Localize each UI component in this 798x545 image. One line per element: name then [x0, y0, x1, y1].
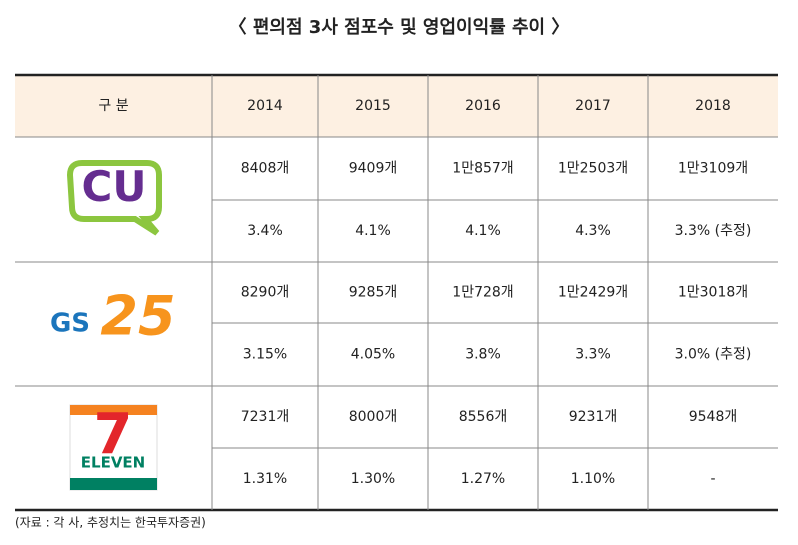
logo-text: ELEVEN	[81, 454, 145, 472]
cell: 1.10%	[571, 471, 615, 487]
cell: 3.4%	[247, 223, 283, 239]
logo-text: GS	[50, 309, 90, 339]
cell: 1만2429개	[558, 285, 628, 301]
footnote: (자료 : 각 사, 추정치는 한국투자증권)	[15, 516, 206, 530]
cell: 1만857개	[452, 161, 513, 177]
header-cell: 2014	[247, 98, 283, 114]
cell: 8408개	[241, 161, 290, 177]
logo-stripe	[70, 405, 157, 415]
cell: 3.15%	[243, 347, 287, 363]
header-cell: 구 분	[98, 98, 128, 114]
cell: 4.3%	[575, 223, 611, 239]
header-bg	[15, 75, 778, 137]
cell: 4.1%	[465, 223, 501, 239]
title: 〈 편의점 3사 점포수 및 영업이익률 추이 〉	[229, 17, 570, 38]
logo-stripe	[70, 478, 157, 490]
cell: 9285개	[349, 285, 398, 301]
cell: 7231개	[241, 409, 290, 425]
header-cell: 2018	[695, 98, 731, 114]
logo-text: 25	[100, 285, 175, 348]
cell: 3.0% (추정)	[675, 347, 752, 363]
cell: 8556개	[459, 409, 508, 425]
cell: 1만3018개	[678, 285, 748, 301]
logo-bubble	[66, 160, 162, 236]
cell: 4.1%	[355, 223, 391, 239]
cell: 9409개	[349, 161, 398, 177]
header-cell: 2017	[575, 98, 611, 114]
cell: 1.31%	[243, 471, 287, 487]
cell: 1.27%	[461, 471, 505, 487]
cell: 3.3%	[575, 347, 611, 363]
cell: 8290개	[241, 285, 290, 301]
cell: 4.05%	[351, 347, 395, 363]
cell: -	[710, 471, 715, 487]
logo-text: CU	[82, 162, 147, 211]
cell: 3.3% (추정)	[675, 223, 752, 239]
cell: 1만728개	[452, 285, 513, 301]
logo-text: 7	[94, 402, 133, 467]
cell: 1만2503개	[558, 161, 628, 177]
cell: 1.30%	[351, 471, 395, 487]
cell: 9548개	[689, 409, 738, 425]
header-cell: 2015	[355, 98, 391, 114]
cell: 8000개	[349, 409, 398, 425]
logo-box	[69, 404, 158, 491]
cell: 1만3109개	[678, 161, 748, 177]
cell: 3.8%	[465, 347, 501, 363]
cell: 9231개	[569, 409, 618, 425]
header-cell: 2016	[465, 98, 501, 114]
